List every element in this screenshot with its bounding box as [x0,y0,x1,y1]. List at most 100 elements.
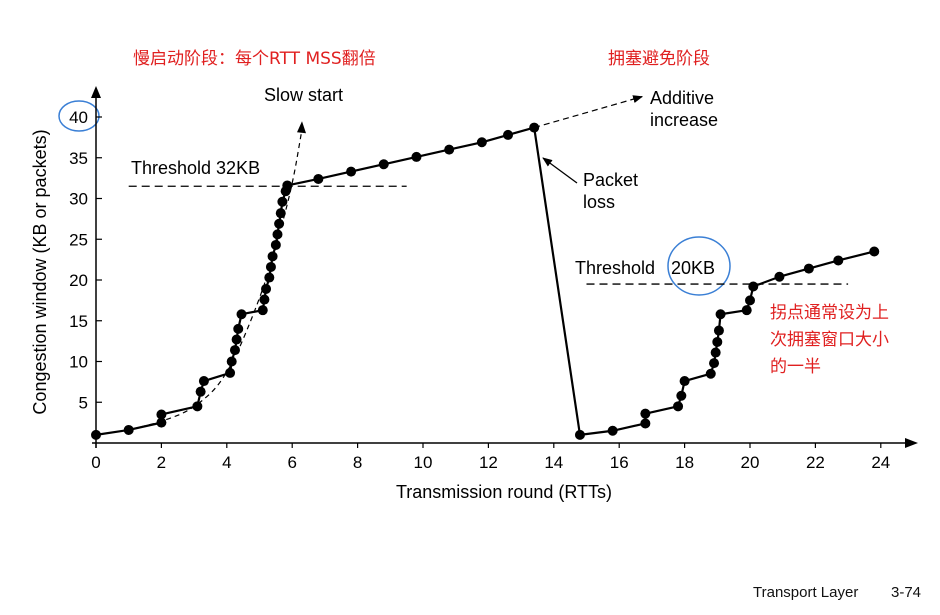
data-point [261,283,272,294]
data-point [91,429,101,440]
x-tick-label: 18 [675,453,694,472]
x-tick-label: 4 [222,453,231,472]
x-tick-label: 12 [479,453,498,472]
y-tick-label: 25 [69,230,88,249]
data-point [265,261,276,272]
slow-start-arrowhead [297,121,307,134]
data-point [274,218,285,229]
additive-increase-label-1: Additive [650,88,714,108]
data-point [713,325,724,336]
x-tick-label: 6 [287,453,296,472]
data-point [679,376,690,387]
turning-point-cn-line-2: 次拥塞窗口大小 [770,330,889,350]
data-point [229,345,240,356]
x-tick-label: 8 [353,453,362,472]
y-axis-ticks: 5 10 15 20 25 30 35 40 [69,108,102,412]
data-point [156,417,167,428]
data-point [803,263,814,274]
footer-section: Transport Layer [753,584,858,601]
data-point [748,281,759,292]
data-point [574,429,585,440]
x-tick-label: 16 [610,453,629,472]
y-tick-label: 20 [69,271,88,290]
data-point [709,358,720,369]
y-axis-title: Congestion window (KB or packets) [30,129,50,414]
data-point [640,408,651,419]
data-point [411,151,422,162]
x-tick-label: 10 [414,453,433,472]
x-tick-label: 22 [806,453,825,472]
data-point [741,305,752,316]
threshold-20kb-highlight-circle [667,236,731,296]
data-point [476,137,487,148]
data-point [236,309,247,320]
x-tick-label: 0 [91,453,100,472]
x-axis-title: Transmission round (RTTs) [396,482,612,502]
data-point [715,309,726,320]
y-40-highlight-circle [58,100,100,132]
x-tick-label: 24 [871,453,890,472]
data-point [275,208,286,219]
data-point [640,418,651,429]
packet-loss-label-1: Packet [583,170,638,190]
data-point [257,305,268,316]
data-point [259,294,270,305]
congestion-window-series [91,122,880,440]
slow-start-label: Slow start [264,85,343,105]
data-point [195,386,206,397]
data-point [378,159,389,170]
data-point [123,424,134,435]
x-axis-arrowhead [905,438,918,448]
data-point [270,239,281,250]
data-point [225,367,236,378]
packet-loss-label-2: loss [583,192,615,212]
x-axis-ticks: 0 2 4 6 8 10 12 14 16 18 20 22 24 [91,443,890,472]
y-tick-label: 40 [69,108,88,127]
y-tick-label: 35 [69,149,88,168]
y-tick-label: 5 [79,393,88,412]
data-point [869,246,880,257]
packet-loss-arrow [542,157,578,184]
threshold-20kb-label-prefix: Threshold [575,258,655,278]
data-point [529,122,540,133]
y-tick-label: 15 [69,312,88,331]
threshold-20kb-label-value: 20KB [671,258,715,278]
additive-increase-dashed-arrow [534,95,644,129]
data-point [277,196,288,207]
data-point [192,401,203,412]
data-point [313,173,324,184]
data-point [774,271,785,282]
data-point [444,144,455,155]
threshold-lines [128,185,849,285]
data-point [272,229,283,240]
data-point [233,323,244,334]
data-point [833,255,844,266]
slow-start-cn-annotation: 慢启动阶段：每个RTT MSS翻倍 [133,48,376,69]
data-point [156,409,167,420]
footer-page-number: 3-74 [891,584,921,601]
y-tick-label: 30 [69,190,88,209]
additive-increase-label-2: increase [650,110,718,130]
data-point [267,251,278,262]
threshold-32kb-label: Threshold 32KB [131,158,260,178]
turning-point-cn-line-1: 拐点通常设为上 [770,303,889,323]
turning-point-cn-line-3: 的一半 [770,357,821,377]
data-point [676,390,687,401]
y-axis-arrowhead [91,86,101,98]
data-point [264,272,275,283]
data-point [673,401,684,412]
x-tick-label: 2 [157,453,166,472]
data-point [198,376,209,387]
dashed-trend-curves [95,95,644,436]
x-tick-label: 20 [741,453,760,472]
data-point [346,166,357,177]
data-point [710,347,721,358]
x-tick-label: 14 [544,453,563,472]
data-point [503,129,514,140]
data-point [607,425,618,436]
congestion-avoidance-cn-annotation: 拥塞避免阶段 [608,49,710,69]
data-point [282,180,293,191]
data-point [226,356,237,367]
data-point [745,295,755,306]
